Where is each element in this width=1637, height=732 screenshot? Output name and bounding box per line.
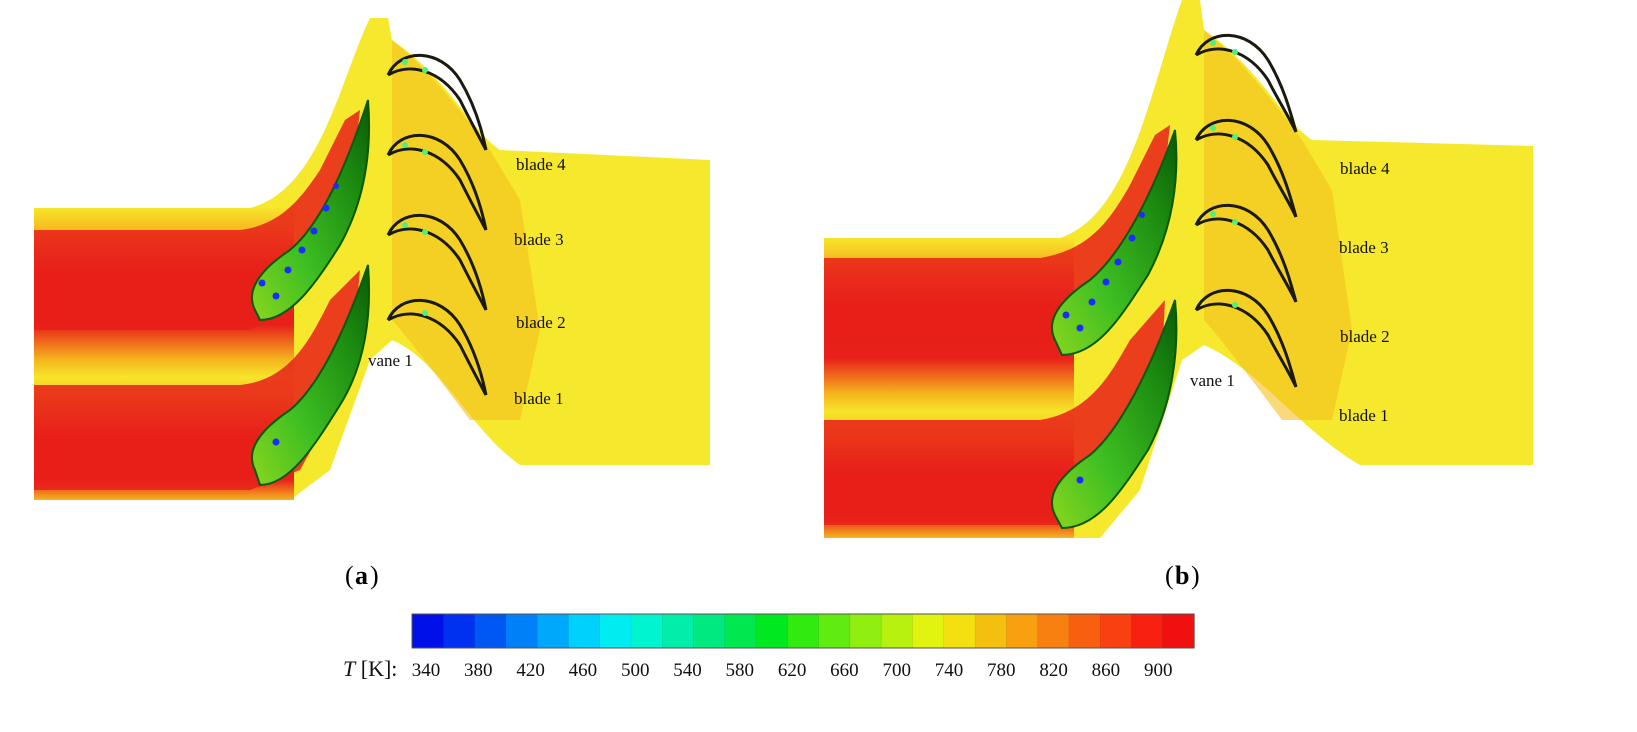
- panel-b-label-blade4: blade 4: [1340, 159, 1390, 178]
- panel-a-caption: a: [355, 561, 368, 590]
- panel-b-vane-lower: [1050, 299, 1178, 530]
- colorbar-swatch: [599, 613, 632, 649]
- panel-b-label-blade1: blade 1: [1339, 406, 1389, 425]
- colorbar-tick-label: 780: [987, 660, 1016, 681]
- panel-a-vane-lower: [250, 264, 371, 487]
- colorbar-swatch: [693, 613, 726, 649]
- colorbar-swatch: [411, 613, 445, 649]
- colorbar-swatch: [724, 613, 757, 649]
- colorbar-swatch: [630, 613, 664, 649]
- colorbar-tick-label: 900: [1144, 660, 1173, 681]
- colorbar-tick-labels: 340 380 420 460 500 540 580 620 660 700 740 780 820 8…: [412, 660, 1173, 681]
- panel-a-blades: [386, 53, 488, 396]
- panel-a-blade-holes: [402, 59, 428, 316]
- colorbar-swatch: [1006, 613, 1039, 649]
- colorbar-swatch: [974, 613, 1008, 649]
- colorbar-swatch: [1068, 613, 1102, 649]
- panel-a-label-vane1: vane 1: [368, 351, 413, 370]
- panel-b-vane-upper: [1050, 129, 1178, 357]
- colorbar-tick-label: 420: [516, 660, 545, 681]
- panel-b-caption: b: [1175, 561, 1189, 590]
- colorbar-tick-label: 380: [464, 660, 493, 681]
- colorbar-tick-label: 460: [569, 660, 598, 681]
- colorbar-frame: [411, 613, 1195, 649]
- colorbar-tick-label: 340: [412, 660, 441, 681]
- temperature-colorbar: T [K]: 340 380 420 460 500 540 580 620 660 700 740…: [343, 613, 1195, 681]
- panel-b-caption-close: ): [1191, 561, 1200, 590]
- colorbar-swatch: [943, 613, 976, 649]
- panel-b-label-blade3: blade 3: [1339, 238, 1389, 257]
- colorbar-swatch: [1131, 613, 1164, 649]
- colorbar-swatch: [849, 613, 883, 649]
- panel-a-label-blade1: blade 1: [514, 389, 564, 408]
- colorbar-tick-label: 500: [621, 660, 650, 681]
- panel-a-vane-upper: [250, 99, 371, 322]
- colorbar-swatches: [411, 613, 1195, 649]
- panel-b-label-vane1: vane 1: [1190, 371, 1235, 390]
- colorbar-swatch: [505, 613, 538, 649]
- panel-a-caption-close: ): [370, 561, 379, 590]
- colorbar-tick-label: 620: [778, 660, 807, 681]
- colorbar-tick-label: 540: [673, 660, 702, 681]
- colorbar-swatch: [474, 613, 507, 649]
- panel-b-label-blade2: blade 2: [1340, 327, 1390, 346]
- panel-b-warm-region: [1204, 30, 1352, 420]
- colorbar-swatch: [536, 613, 570, 649]
- colorbar-tick-label: 740: [935, 660, 964, 681]
- colorbar-tick-label: 820: [1039, 660, 1068, 681]
- panel-b-blade-holes: [1210, 40, 1238, 308]
- colorbar-title-symbol: T: [343, 656, 357, 681]
- colorbar-swatch: [912, 613, 945, 649]
- colorbar-swatch: [443, 613, 476, 649]
- colorbar-tick-label: 700: [882, 660, 911, 681]
- colorbar-tick-label: 660: [830, 660, 859, 681]
- panel-b-film-holes-upper: [1062, 212, 1145, 332]
- colorbar-title-unit: [K]:: [355, 656, 397, 681]
- panel-a-label-blade4: blade 4: [516, 155, 566, 174]
- colorbar-swatch: [568, 613, 601, 649]
- panel-a-film-hole-lower: [272, 438, 280, 446]
- panel-b: blade 4 blade 3 blade 2 blade 1 vane 1 (…: [824, 0, 1533, 590]
- panel-b-caption-open: (: [1165, 561, 1174, 590]
- panel-a-label-blade3: blade 3: [514, 230, 564, 249]
- colorbar-swatch: [818, 613, 851, 649]
- panel-a-label-blade2: blade 2: [516, 313, 566, 332]
- panel-b-film-hole-lower: [1076, 476, 1084, 484]
- colorbar-swatch: [1162, 613, 1195, 649]
- panel-a-caption-open: (: [345, 561, 354, 590]
- colorbar-swatch: [661, 613, 695, 649]
- colorbar-swatch: [755, 613, 789, 649]
- panel-a: blade 4 blade 3 blade 2 blade 1 vane 1 (…: [34, 18, 710, 590]
- colorbar-swatch: [787, 613, 820, 649]
- panel-a-film-holes-upper: [258, 183, 339, 300]
- colorbar-swatch: [1037, 613, 1070, 649]
- colorbar-swatch: [1099, 613, 1133, 649]
- colorbar-tick-label: 860: [1092, 660, 1121, 681]
- colorbar-tick-label: 580: [726, 660, 755, 681]
- panel-b-blades: [1194, 33, 1298, 388]
- colorbar-swatch: [880, 613, 914, 649]
- colorbar-title: T [K]:: [343, 656, 397, 681]
